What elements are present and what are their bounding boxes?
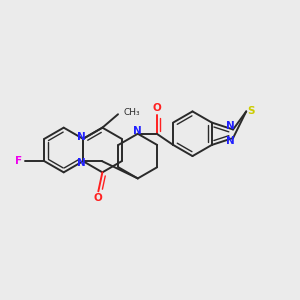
Text: N: N — [76, 132, 85, 142]
Text: N: N — [134, 126, 142, 136]
Text: S: S — [248, 106, 255, 116]
Text: O: O — [94, 194, 103, 203]
Text: CH₃: CH₃ — [123, 108, 140, 117]
Text: N: N — [76, 158, 85, 168]
Text: F: F — [15, 156, 22, 166]
Text: N: N — [226, 136, 234, 146]
Text: O: O — [152, 103, 161, 113]
Text: N: N — [226, 122, 234, 131]
